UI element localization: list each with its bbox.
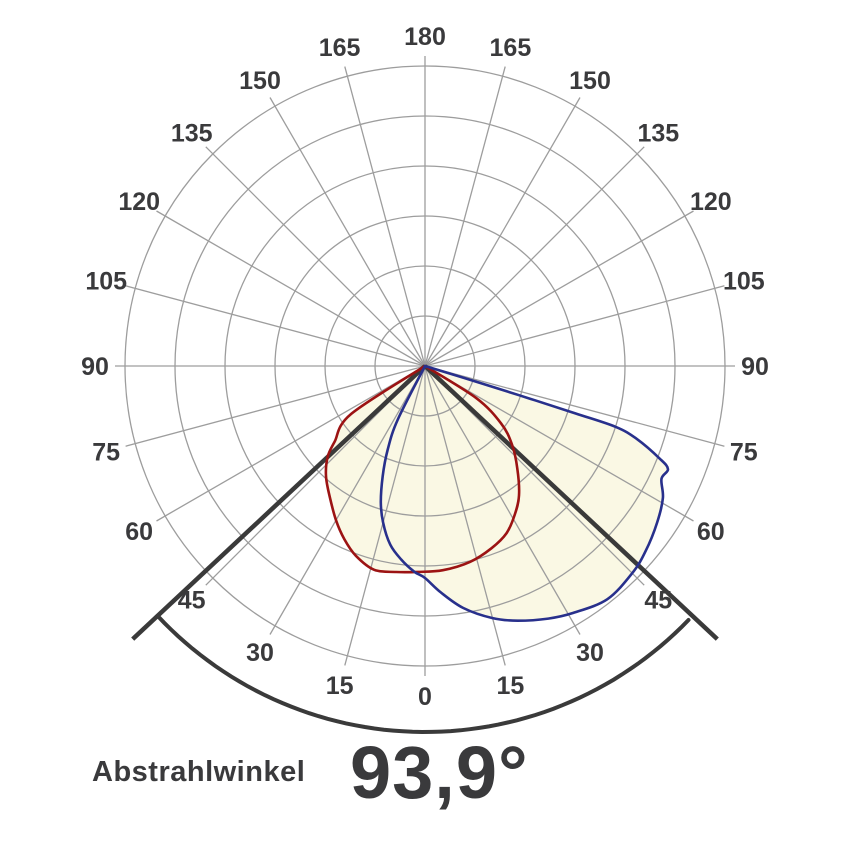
angle-label-60-left: 60 bbox=[125, 518, 153, 546]
grid-spoke bbox=[269, 97, 426, 367]
grid-spoke bbox=[424, 66, 506, 367]
grid-spoke bbox=[424, 365, 581, 635]
angle-label-0: 0 bbox=[418, 683, 432, 711]
red-curve bbox=[324, 364, 521, 574]
angle-label-135-left: 135 bbox=[171, 120, 213, 148]
grid-spoke bbox=[156, 365, 426, 522]
angle-label-75-left: 75 bbox=[92, 438, 120, 466]
grid-spoke bbox=[424, 97, 581, 367]
angle-label-15-left: 15 bbox=[326, 672, 354, 700]
grid-spoke bbox=[344, 66, 426, 367]
angle-label-45-right: 45 bbox=[644, 586, 672, 614]
beam-ray-right bbox=[423, 364, 719, 641]
angle-label-180: 180 bbox=[404, 23, 446, 51]
beam-arc bbox=[155, 613, 691, 735]
grid-spoke bbox=[125, 285, 426, 367]
blue-curve bbox=[379, 364, 670, 622]
angle-label-165-right: 165 bbox=[490, 34, 532, 62]
grid-spoke bbox=[424, 365, 725, 447]
beam-ray-left bbox=[131, 364, 427, 641]
angle-label-45-left: 45 bbox=[178, 586, 206, 614]
angle-label-90-right: 90 bbox=[741, 353, 769, 381]
grid-spoke bbox=[424, 146, 645, 367]
angle-label-90-left: 90 bbox=[81, 353, 109, 381]
angle-label-120-right: 120 bbox=[690, 188, 732, 216]
angle-label-105-left: 105 bbox=[85, 268, 127, 296]
grid-spoke bbox=[125, 365, 426, 447]
angle-label-75-right: 75 bbox=[730, 438, 758, 466]
grid-spoke bbox=[424, 210, 694, 367]
angle-label-60-right: 60 bbox=[697, 518, 725, 546]
angle-label-165-left: 165 bbox=[319, 34, 361, 62]
beam-angle-value: 93,9° bbox=[350, 731, 529, 814]
grid-spoke bbox=[269, 365, 426, 635]
grid-spoke bbox=[424, 365, 694, 522]
angle-label-15-right: 15 bbox=[496, 672, 524, 700]
grid-spoke bbox=[424, 285, 725, 367]
grid-spoke bbox=[205, 146, 426, 367]
angle-label-30-right: 30 bbox=[576, 639, 604, 667]
blue-curve-fill bbox=[380, 366, 669, 621]
angle-label-30-left: 30 bbox=[246, 639, 274, 667]
grid-spoke bbox=[156, 210, 426, 367]
grid-spoke bbox=[424, 365, 506, 666]
angle-label-135-right: 135 bbox=[637, 120, 679, 148]
grid-spoke bbox=[344, 365, 426, 666]
angle-label-150-right: 150 bbox=[569, 67, 611, 95]
beam-angle-label: Abstrahlwinkel bbox=[92, 756, 306, 788]
angle-label-120-left: 120 bbox=[118, 188, 160, 216]
angle-label-150-left: 150 bbox=[239, 67, 281, 95]
angle-label-105-right: 105 bbox=[723, 268, 765, 296]
